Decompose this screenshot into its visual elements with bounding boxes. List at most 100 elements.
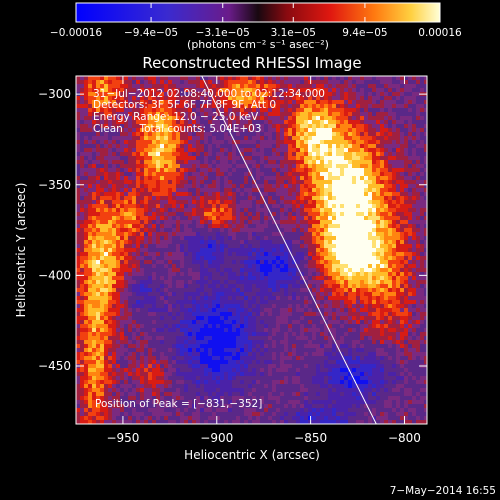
- heatmap-cell: [96, 268, 100, 272]
- heatmap-cell: [420, 136, 424, 140]
- heatmap-cell: [396, 216, 400, 220]
- heatmap-cell: [280, 184, 284, 188]
- heatmap-cell: [228, 192, 232, 196]
- heatmap-cell: [124, 164, 128, 168]
- heatmap-cell: [372, 164, 376, 168]
- heatmap-cell: [132, 288, 136, 292]
- heatmap-cell: [192, 152, 196, 156]
- heatmap-cell: [184, 224, 188, 228]
- heatmap-cell: [356, 148, 360, 152]
- heatmap-cell: [376, 276, 380, 280]
- heatmap-cell: [312, 288, 316, 292]
- heatmap-cell: [284, 200, 288, 204]
- heatmap-cell: [172, 300, 176, 304]
- heatmap-cell: [372, 184, 376, 188]
- heatmap-cell: [232, 276, 236, 280]
- heatmap-cell: [280, 172, 284, 176]
- heatmap-cell: [308, 148, 312, 152]
- heatmap-cell: [324, 200, 328, 204]
- heatmap-cell: [336, 80, 340, 84]
- heatmap-cell: [216, 220, 220, 224]
- heatmap-cell: [300, 176, 304, 180]
- heatmap-cell: [384, 244, 388, 248]
- heatmap-cell: [188, 292, 192, 296]
- heatmap-cell: [280, 216, 284, 220]
- heatmap-cell: [208, 232, 212, 236]
- heatmap-cell: [272, 184, 276, 188]
- heatmap-cell: [136, 212, 140, 216]
- heatmap-cell: [308, 116, 312, 120]
- heatmap-cell: [92, 160, 96, 164]
- heatmap-cell: [308, 192, 312, 196]
- heatmap-cell: [252, 260, 256, 264]
- heatmap-cell: [208, 148, 212, 152]
- heatmap-cell: [284, 120, 288, 124]
- heatmap-cell: [240, 296, 244, 300]
- heatmap-cell: [416, 208, 420, 212]
- heatmap-cell: [316, 116, 320, 120]
- heatmap-cell: [188, 212, 192, 216]
- heatmap-cell: [144, 168, 148, 172]
- heatmap-cell: [376, 136, 380, 140]
- heatmap-cell: [304, 252, 308, 256]
- heatmap-cell: [360, 252, 364, 256]
- heatmap-cell: [296, 232, 300, 236]
- heatmap-cell: [420, 76, 424, 80]
- heatmap-cell: [188, 200, 192, 204]
- heatmap-cell: [168, 240, 172, 244]
- heatmap-cell: [288, 204, 292, 208]
- heatmap-cell: [340, 244, 344, 248]
- heatmap-cell: [372, 296, 376, 300]
- heatmap-cell: [172, 292, 176, 296]
- heatmap-cell: [396, 88, 400, 92]
- heatmap-cell: [252, 216, 256, 220]
- heatmap-cell: [288, 176, 292, 180]
- heatmap-cell: [372, 128, 376, 132]
- heatmap-cell: [136, 192, 140, 196]
- heatmap-cell: [136, 244, 140, 248]
- colorbar-strip: [76, 3, 440, 22]
- heatmap-cell: [356, 244, 360, 248]
- heatmap-cell: [292, 196, 296, 200]
- heatmap-cell: [120, 136, 124, 140]
- heatmap-cell: [168, 80, 172, 84]
- heatmap-cell: [80, 240, 84, 244]
- heatmap-cell: [84, 260, 88, 264]
- heatmap-cell: [132, 276, 136, 280]
- heatmap-cell: [88, 292, 92, 296]
- heatmap-cell: [420, 140, 424, 144]
- heatmap-cell: [152, 76, 156, 80]
- heatmap-cell: [308, 188, 312, 192]
- heatmap-cell: [328, 148, 332, 152]
- heatmap-cell: [160, 200, 164, 204]
- heatmap-cell: [344, 188, 348, 192]
- heatmap-cell: [184, 264, 188, 268]
- heatmap-cell: [108, 260, 112, 264]
- heatmap-cell: [200, 156, 204, 160]
- heatmap-cell: [420, 280, 424, 284]
- heatmap-cell: [328, 244, 332, 248]
- heatmap-cell: [140, 208, 144, 212]
- heatmap-cell: [340, 156, 344, 160]
- heatmap-cell: [408, 224, 412, 228]
- heatmap-cell: [264, 176, 268, 180]
- heatmap-cell: [188, 76, 192, 80]
- heatmap-cell: [220, 136, 224, 140]
- heatmap-cell: [180, 184, 184, 188]
- heatmap-cell: [368, 212, 372, 216]
- heatmap-cell: [132, 152, 136, 156]
- heatmap-cell: [300, 264, 304, 268]
- heatmap-cell: [396, 144, 400, 148]
- heatmap-cell: [364, 292, 368, 296]
- heatmap-cell: [112, 200, 116, 204]
- heatmap-cell: [136, 164, 140, 168]
- heatmap-cell: [104, 200, 108, 204]
- heatmap-cell: [376, 224, 380, 228]
- heatmap-cell: [88, 276, 92, 280]
- heatmap-cell: [356, 260, 360, 264]
- heatmap-cell: [392, 236, 396, 240]
- heatmap-cell: [156, 208, 160, 212]
- heatmap-cell: [96, 220, 100, 224]
- heatmap-cell: [368, 132, 372, 136]
- heatmap-cell: [412, 188, 416, 192]
